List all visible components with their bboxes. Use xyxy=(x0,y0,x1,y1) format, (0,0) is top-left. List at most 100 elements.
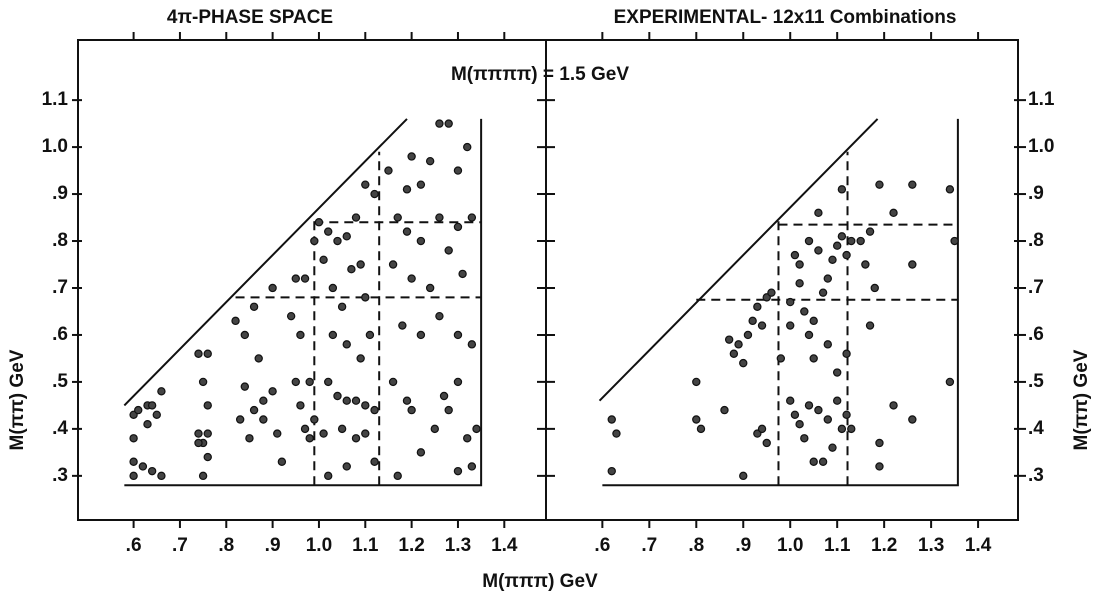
point xyxy=(351,213,361,222)
point xyxy=(314,218,324,227)
y-tick-label: .6 xyxy=(1028,324,1044,345)
point xyxy=(342,396,351,405)
x-tick-label: 1.2 xyxy=(871,535,897,556)
point xyxy=(842,349,851,358)
point xyxy=(259,396,268,405)
point xyxy=(319,429,328,438)
point xyxy=(453,377,463,387)
point xyxy=(198,377,208,387)
point xyxy=(310,236,319,246)
point xyxy=(365,330,375,340)
point xyxy=(259,415,268,424)
y-tick-label: .4 xyxy=(1028,418,1044,439)
point xyxy=(435,213,444,222)
point xyxy=(361,429,370,438)
y-tick-label: .9 xyxy=(1028,183,1044,204)
point xyxy=(908,260,917,269)
point xyxy=(823,415,832,424)
point xyxy=(950,236,959,246)
point xyxy=(194,438,203,448)
x-tick-label: 1.3 xyxy=(445,535,471,556)
point xyxy=(692,377,701,387)
point xyxy=(865,321,875,330)
y-tick-label: .9 xyxy=(52,183,68,204)
y-tick-label: 1.1 xyxy=(42,89,69,110)
point xyxy=(370,405,379,415)
point xyxy=(757,321,767,330)
point xyxy=(388,260,398,269)
point xyxy=(444,405,453,415)
point xyxy=(607,415,616,424)
point xyxy=(809,457,818,466)
point xyxy=(790,250,800,260)
point xyxy=(370,189,379,199)
x-tick-label: 1.3 xyxy=(918,535,944,556)
point xyxy=(300,274,310,283)
point xyxy=(342,232,351,241)
point xyxy=(333,236,342,246)
point xyxy=(832,396,842,405)
point xyxy=(889,208,898,218)
point xyxy=(143,419,152,429)
point xyxy=(425,283,435,293)
kinematic-boundary xyxy=(123,118,483,487)
point xyxy=(147,401,157,410)
point xyxy=(875,180,884,189)
point xyxy=(416,180,426,189)
point xyxy=(152,410,161,419)
point xyxy=(157,471,166,481)
point xyxy=(786,297,795,307)
point xyxy=(837,232,847,241)
x-tick-label: .9 xyxy=(265,535,281,556)
point xyxy=(724,335,734,344)
point xyxy=(356,260,365,269)
point xyxy=(832,241,842,250)
point xyxy=(430,424,439,434)
frame xyxy=(77,39,1019,521)
point xyxy=(198,471,208,481)
point xyxy=(809,354,818,363)
point xyxy=(305,377,314,387)
point xyxy=(370,457,379,466)
y-tick-label: .3 xyxy=(1028,465,1044,486)
point xyxy=(444,119,453,128)
point xyxy=(696,424,706,434)
point xyxy=(776,354,786,363)
point xyxy=(393,471,402,481)
point xyxy=(467,462,477,471)
point xyxy=(435,311,444,321)
point xyxy=(337,424,347,434)
y-axis-label-right: M(ππ) GeV xyxy=(1071,349,1092,450)
point xyxy=(444,246,453,255)
y-tick-label: .4 xyxy=(52,418,68,439)
point xyxy=(814,208,823,218)
x-tick-label: 1.0 xyxy=(306,535,332,556)
point xyxy=(800,434,809,443)
point xyxy=(865,227,875,236)
point xyxy=(823,340,832,349)
point xyxy=(453,222,463,232)
point xyxy=(762,438,771,448)
point xyxy=(818,457,828,466)
y-tick-label: 1.0 xyxy=(1028,136,1054,157)
point xyxy=(342,462,351,471)
point xyxy=(729,349,739,358)
point xyxy=(842,250,851,260)
point xyxy=(692,415,701,424)
point xyxy=(809,316,818,326)
y-tick-label: .6 xyxy=(52,324,68,345)
point xyxy=(231,316,240,326)
point xyxy=(453,330,463,340)
point xyxy=(739,471,748,481)
point xyxy=(324,471,333,481)
point xyxy=(361,180,370,189)
point xyxy=(407,405,416,415)
point xyxy=(786,321,795,330)
point xyxy=(333,391,342,401)
point xyxy=(129,457,138,466)
point xyxy=(407,152,416,161)
point xyxy=(277,457,287,466)
point xyxy=(324,377,333,387)
point xyxy=(416,330,426,340)
point xyxy=(300,424,310,434)
